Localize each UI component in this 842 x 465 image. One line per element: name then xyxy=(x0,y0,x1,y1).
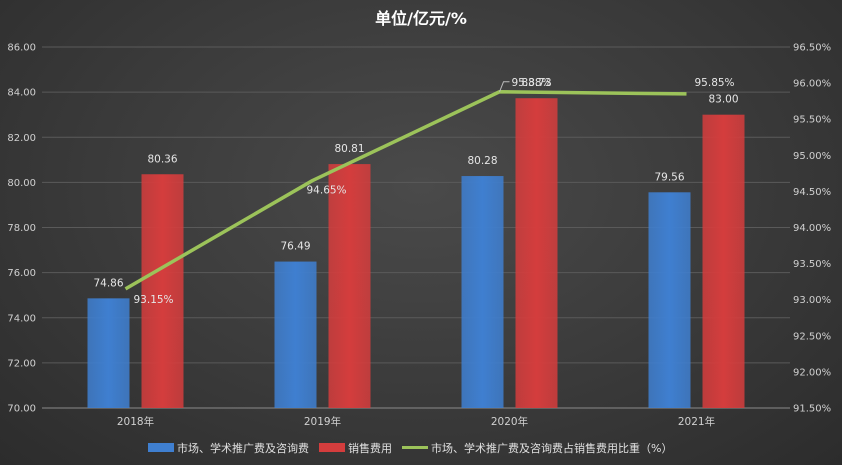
bar-value-label: 83.73 xyxy=(521,77,551,89)
sales-expense-bar xyxy=(702,114,745,408)
right-tick-label: 94.50% xyxy=(793,187,831,198)
left-tick-label: 70.00 xyxy=(7,404,36,415)
bar-value-label: 79.56 xyxy=(654,171,684,183)
x-axis: 2018年 2019年 2020年 2021年 xyxy=(117,415,715,428)
data-labels: 74.86 80.36 76.49 80.81 80.28 83.73 79.56 83.00… xyxy=(93,77,738,306)
sales-expense-bar xyxy=(515,98,558,409)
bar-value-label: 80.36 xyxy=(147,153,177,165)
sales-expense-bar xyxy=(141,174,184,408)
legend-swatch xyxy=(148,443,174,452)
left-tick-label: 72.00 xyxy=(7,358,36,369)
legend-swatch xyxy=(319,443,345,452)
x-tick-label: 2020年 xyxy=(491,415,528,428)
right-tick-label: 95.50% xyxy=(793,115,831,126)
left-tick-label: 86.00 xyxy=(7,43,36,54)
promotion-fee-bar xyxy=(274,261,317,408)
bar-value-label: 80.81 xyxy=(334,143,364,155)
left-tick-label: 84.00 xyxy=(7,88,36,99)
right-tick-label: 95.00% xyxy=(793,151,831,162)
left-tick-label: 80.00 xyxy=(7,178,36,189)
legend-label: 销售费用 xyxy=(348,441,392,455)
left-tick-label: 74.00 xyxy=(7,313,36,324)
legend[interactable]: 市场、学术推广费及咨询费 销售费用 市场、学术推广费及咨询费占销售费用比重（%） xyxy=(148,441,672,455)
label-leader-line xyxy=(499,81,510,92)
left-axis: 70.00 72.00 74.00 76.00 78.00 80.00 82.00 84.00… xyxy=(7,43,36,415)
promotion-fee-bar xyxy=(648,192,691,408)
x-tick-label: 2018年 xyxy=(117,415,154,428)
bars xyxy=(87,98,745,409)
ratio-line xyxy=(124,90,687,291)
ratio-value-label: 94.65% xyxy=(307,185,347,197)
ratio-value-label: 93.15% xyxy=(134,294,174,306)
left-tick-label: 78.00 xyxy=(7,223,36,234)
legend-label: 市场、学术推广费及咨询费 xyxy=(177,441,309,455)
x-tick-label: 2021年 xyxy=(678,415,715,428)
right-tick-label: 92.50% xyxy=(793,331,831,342)
chart-title: 单位/亿元/% xyxy=(375,9,467,28)
right-tick-label: 92.00% xyxy=(793,367,831,378)
promotion-fee-bar xyxy=(87,298,130,408)
right-tick-label: 96.00% xyxy=(793,79,831,90)
ratio-value-label: 95.85% xyxy=(695,77,735,89)
bar-value-label: 76.49 xyxy=(280,241,310,253)
bar-value-label: 80.28 xyxy=(467,155,497,167)
sales-expense-bar xyxy=(328,164,371,408)
x-tick-label: 2019年 xyxy=(304,415,341,428)
right-tick-label: 91.50% xyxy=(793,404,831,415)
ratio-value-label: 95.88% xyxy=(512,77,552,89)
bar-value-label: 74.86 xyxy=(93,277,123,289)
left-tick-label: 76.00 xyxy=(7,268,36,279)
bar-value-label: 83.00 xyxy=(708,94,738,106)
promotion-fee-bar xyxy=(461,176,504,408)
right-tick-label: 93.50% xyxy=(793,259,831,270)
right-tick-label: 94.00% xyxy=(793,223,831,234)
right-tick-label: 96.50% xyxy=(793,43,831,54)
ratio-line-path xyxy=(124,90,687,291)
legend-label: 市场、学术推广费及咨询费占销售费用比重（%） xyxy=(431,441,672,455)
right-tick-label: 93.00% xyxy=(793,295,831,306)
right-axis: 91.50% 92.00% 92.50% 93.00% 93.50% 94.00% 94.5… xyxy=(793,43,831,415)
left-tick-label: 82.00 xyxy=(7,133,36,144)
